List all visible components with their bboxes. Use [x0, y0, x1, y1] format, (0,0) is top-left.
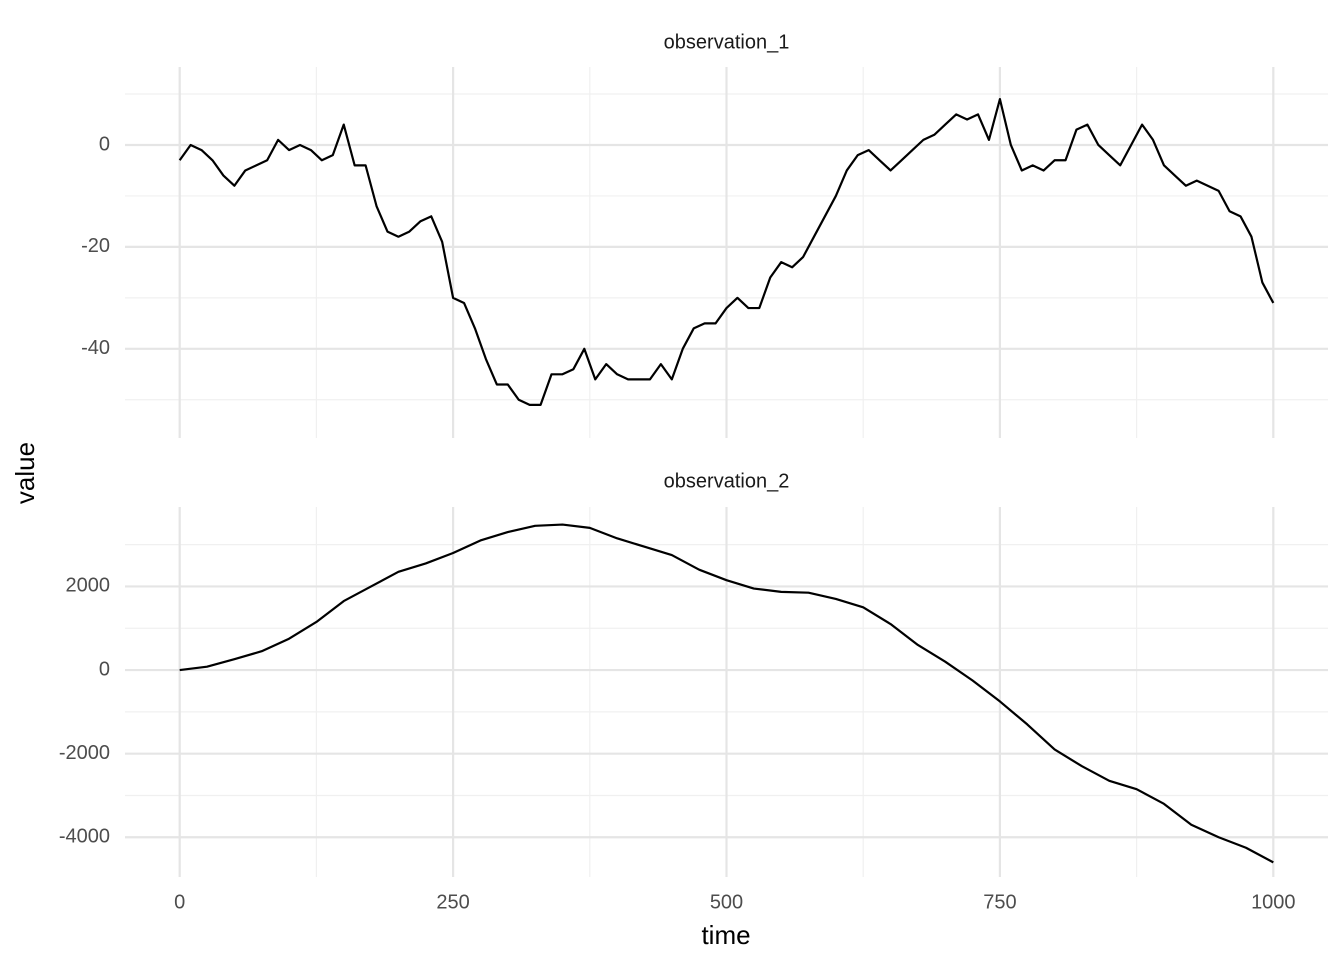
x-tick-label: 1000	[1251, 891, 1296, 913]
y-tick-label: 2000	[66, 575, 111, 597]
data-line	[179, 523, 1274, 864]
x-tick-label: 0	[174, 891, 185, 913]
x-tick-label: 250	[436, 891, 469, 913]
y-axis-label: value	[10, 442, 40, 504]
panel-title: observation_1	[664, 31, 790, 53]
x-tick-label: 500	[710, 891, 743, 913]
y-tick-label: 0	[99, 658, 110, 680]
y-tick-label: 0	[99, 133, 110, 155]
y-tick-label: -4000	[59, 826, 110, 848]
panel-title: observation_2	[664, 470, 790, 492]
data-line	[178, 98, 1275, 406]
y-tick-label: -40	[81, 337, 110, 359]
y-tick-label: -20	[81, 235, 110, 257]
x-tick-label: 750	[983, 891, 1016, 913]
x-axis-label: time	[701, 920, 750, 950]
y-tick-label: -2000	[59, 742, 110, 764]
